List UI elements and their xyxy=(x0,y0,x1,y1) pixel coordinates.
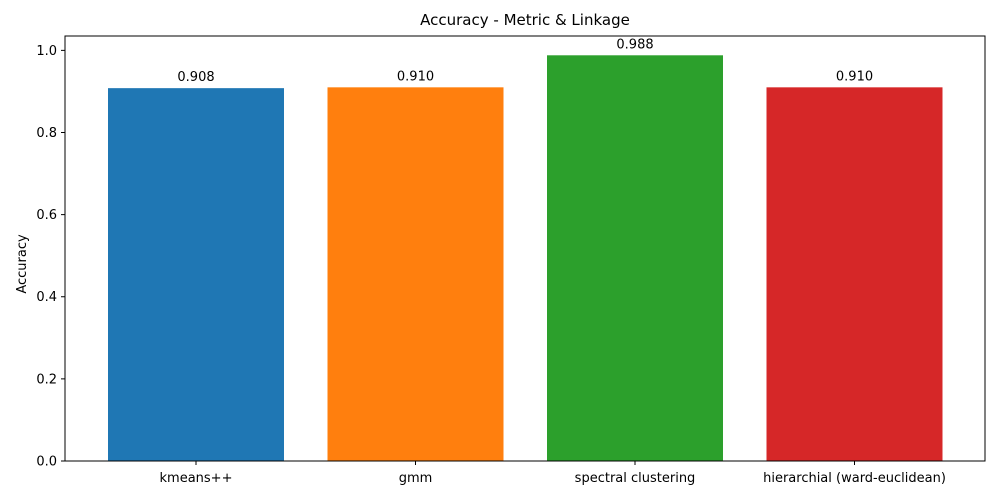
data-label-2: 0.910 xyxy=(397,69,434,84)
x-tick-label-3: spectral clustering xyxy=(575,471,696,486)
data-label-1: 0.908 xyxy=(177,70,214,85)
y-tick-label-1: 0.0 xyxy=(36,455,57,470)
y-tick-label-6: 1.0 xyxy=(36,44,57,59)
bar-2 xyxy=(327,87,504,462)
bar-3 xyxy=(547,55,723,461)
y-tick-label-5: 0.8 xyxy=(36,126,57,141)
x-tick-label-4: hierarchial (ward-euclidean) xyxy=(763,471,946,486)
y-tick-label-4: 0.6 xyxy=(36,208,57,223)
y-tick-label-3: 0.4 xyxy=(36,290,57,305)
y-axis-label: Accuracy xyxy=(15,234,30,294)
data-label-4: 0.910 xyxy=(836,69,873,84)
bar-4 xyxy=(766,87,943,462)
bars-group xyxy=(108,55,943,462)
data-label-3: 0.988 xyxy=(616,37,653,52)
bar-1 xyxy=(108,88,284,462)
plot-frame xyxy=(64,35,986,462)
x-tick-label-2: gmm xyxy=(399,471,433,486)
y-axis: 0.0 0.2 0.4 0.6 0.8 1.0 xyxy=(36,44,65,470)
data-labels-group: 0.908 0.910 0.988 0.910 xyxy=(177,37,873,85)
chart-title: Accuracy - Metric & Linkage xyxy=(420,11,630,29)
x-tick-label-1: kmeans++ xyxy=(160,471,233,486)
x-axis: kmeans++ gmm spectral clustering hierarchia… xyxy=(160,461,946,486)
y-tick-label-2: 0.2 xyxy=(36,372,57,387)
